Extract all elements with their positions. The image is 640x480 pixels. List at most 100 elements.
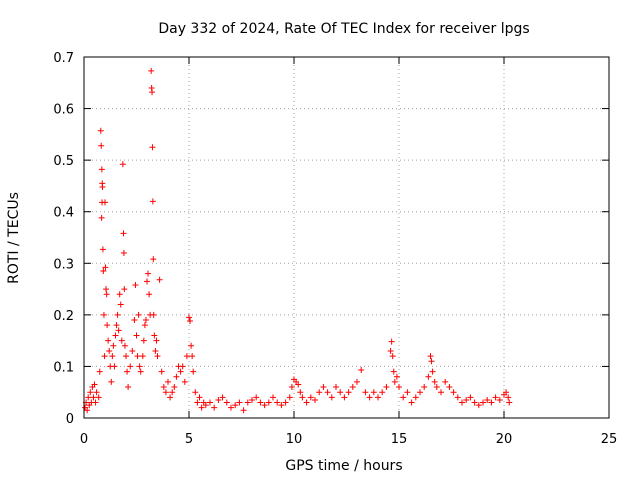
data-point	[103, 291, 110, 298]
data-point	[109, 353, 116, 360]
data-point	[149, 89, 156, 96]
y-tick-label: 0.1	[53, 360, 74, 375]
data-point	[286, 394, 293, 401]
data-point	[93, 389, 100, 396]
data-point	[169, 389, 176, 396]
data-point	[189, 353, 196, 360]
data-point	[354, 378, 360, 385]
data-point	[151, 332, 158, 339]
data-point	[312, 396, 318, 403]
data-point	[158, 368, 165, 375]
plot-area	[82, 67, 513, 414]
data-point	[257, 399, 264, 406]
data-point	[146, 291, 153, 298]
data-point	[108, 378, 115, 385]
data-point	[171, 384, 178, 391]
data-point	[183, 353, 190, 360]
data-point	[186, 314, 192, 321]
data-point	[140, 337, 147, 344]
data-point	[320, 384, 327, 391]
data-point	[228, 404, 234, 411]
data-point	[156, 276, 163, 283]
data-point	[404, 389, 411, 396]
data-point	[190, 368, 197, 375]
data-point	[135, 311, 142, 318]
data-point	[282, 399, 289, 406]
y-tick-label: 0.3	[53, 257, 74, 272]
data-point	[274, 399, 281, 406]
data-point	[167, 394, 174, 401]
data-point	[90, 394, 97, 401]
data-point	[181, 378, 188, 385]
data-point	[324, 389, 331, 396]
data-point	[131, 317, 138, 324]
data-point	[244, 399, 251, 406]
data-point	[202, 402, 209, 409]
data-point	[370, 389, 377, 396]
data-point	[91, 381, 98, 388]
data-point	[114, 311, 121, 318]
data-point	[98, 214, 105, 221]
data-point	[412, 394, 419, 401]
data-point	[278, 402, 285, 409]
data-point	[133, 332, 140, 339]
data-point	[198, 404, 205, 411]
data-point	[134, 353, 141, 360]
data-point	[316, 389, 323, 396]
data-point	[98, 142, 105, 149]
y-tick-label: 0.6	[53, 103, 74, 118]
data-point	[471, 399, 478, 406]
data-point	[484, 396, 491, 403]
data-point	[450, 389, 457, 396]
data-point	[345, 389, 352, 396]
data-point	[149, 198, 156, 205]
data-point	[425, 373, 432, 380]
data-point	[270, 394, 276, 401]
data-point	[173, 373, 180, 380]
data-point	[428, 358, 435, 365]
data-point	[396, 384, 402, 391]
data-point	[431, 378, 438, 385]
y-tick-label: 0	[66, 412, 74, 427]
data-point	[393, 373, 400, 380]
data-point	[99, 246, 106, 253]
data-point	[505, 394, 512, 401]
data-point	[187, 318, 194, 325]
data-point	[492, 394, 499, 401]
data-point	[121, 342, 128, 349]
data-point	[124, 368, 131, 375]
data-point	[139, 353, 146, 360]
axis-ticks: 0 0.1 0.2 0.3 0.4 0.5 0.6 0.7 0 5 10 15 20 25	[53, 51, 617, 447]
data-point	[123, 353, 129, 360]
data-point	[503, 389, 510, 396]
y-tick-label: 0.5	[53, 154, 74, 169]
data-point	[429, 368, 436, 375]
data-point	[100, 268, 107, 275]
y-tick-label: 0.2	[53, 309, 74, 324]
data-point	[144, 278, 150, 285]
data-point	[97, 127, 104, 134]
data-point	[112, 332, 119, 339]
data-point	[463, 396, 470, 403]
data-point	[265, 399, 272, 406]
data-point	[102, 264, 109, 271]
data-point	[177, 368, 184, 375]
data-point	[96, 368, 103, 375]
data-point	[297, 389, 304, 396]
data-point	[92, 399, 99, 406]
data-point	[417, 389, 423, 396]
data-point	[148, 67, 155, 74]
data-point	[150, 256, 157, 263]
data-point	[362, 389, 369, 396]
data-point	[333, 384, 339, 391]
y-axis-label: ROTI / TECUs	[6, 192, 22, 284]
x-tick-label: 10	[286, 432, 303, 447]
data-point	[95, 394, 102, 401]
grid	[84, 57, 609, 418]
y-tick-label: 0.4	[53, 206, 74, 221]
data-point	[442, 378, 449, 385]
data-point	[337, 389, 344, 396]
data-point	[162, 389, 169, 396]
data-point	[105, 337, 112, 344]
